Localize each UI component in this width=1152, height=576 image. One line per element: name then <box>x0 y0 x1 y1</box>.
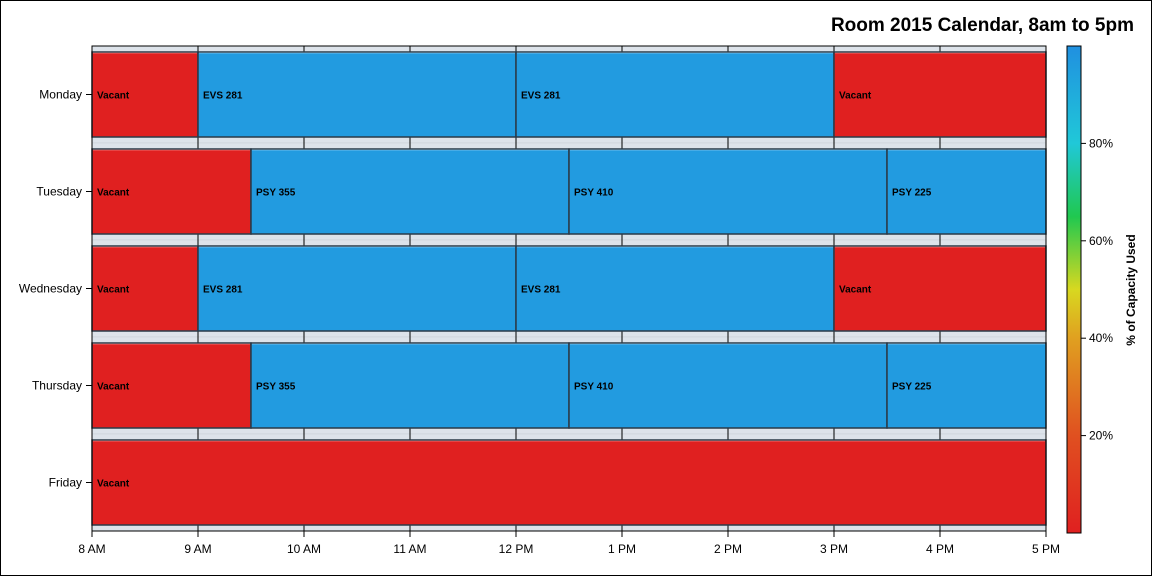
segment-vacant: Vacant <box>91 342 252 429</box>
x-tick-label: 2 PM <box>714 542 742 556</box>
segment-label: PSY 410 <box>574 382 614 393</box>
segment-label: EVS 281 <box>203 285 243 296</box>
segment-label: Vacant <box>97 285 130 296</box>
segment-label: PSY 355 <box>256 382 296 393</box>
segment-bar <box>250 342 570 429</box>
segment-vacant: Vacant <box>91 148 252 235</box>
y-tick-label: Thursday <box>32 379 82 393</box>
segment-evs-281: EVS 281 <box>515 245 835 332</box>
x-tick-label: 12 PM <box>499 542 534 556</box>
segment-bar <box>833 51 1047 138</box>
segment-bar <box>568 342 888 429</box>
y-tick-label: Wednesday <box>19 282 82 296</box>
segment-vacant: Vacant <box>91 245 199 332</box>
colorbar-gradient <box>1066 45 1082 534</box>
x-tick-label: 8 AM <box>78 542 105 556</box>
segment-bar <box>91 51 199 138</box>
segment-label: EVS 281 <box>521 91 561 102</box>
segment-evs-281: EVS 281 <box>197 51 517 138</box>
segment-bar <box>568 148 888 235</box>
segment-bar <box>91 148 252 235</box>
segment-label: EVS 281 <box>521 285 561 296</box>
segment-psy-410: PSY 410 <box>568 342 888 429</box>
colorbar-tick-label: 80% <box>1089 136 1113 150</box>
chart-title: Room 2015 Calendar, 8am to 5pm <box>830 15 1134 36</box>
y-tick-label: Monday <box>39 88 82 102</box>
segment-bar <box>197 245 517 332</box>
segment-vacant: Vacant <box>833 51 1047 138</box>
colorbar-title: % of Capacity Used <box>1124 234 1138 345</box>
segment-bar <box>250 148 570 235</box>
y-tick-label: Tuesday <box>36 185 82 199</box>
segment-psy-410: PSY 410 <box>568 148 888 235</box>
segment-bar <box>886 342 1047 429</box>
segment-bar <box>197 51 517 138</box>
x-tick-label: 1 PM <box>608 542 636 556</box>
segment-label: EVS 281 <box>203 91 243 102</box>
segment-label: PSY 410 <box>574 188 614 199</box>
segment-psy-355: PSY 355 <box>250 148 570 235</box>
segment-evs-281: EVS 281 <box>197 245 517 332</box>
colorbar-tick-label: 20% <box>1089 429 1113 443</box>
segment-psy-355: PSY 355 <box>250 342 570 429</box>
segment-label: Vacant <box>839 285 872 296</box>
segment-bar <box>515 245 835 332</box>
y-tick-label: Friday <box>49 476 82 490</box>
x-tick-label: 3 PM <box>820 542 848 556</box>
segment-label: Vacant <box>839 91 872 102</box>
segment-psy-225: PSY 225 <box>886 148 1047 235</box>
segment-bar <box>91 342 252 429</box>
segment-evs-281: EVS 281 <box>515 51 835 138</box>
x-tick-label: 10 AM <box>287 542 321 556</box>
segment-label: PSY 355 <box>256 188 296 199</box>
segment-vacant: Vacant <box>91 439 1047 526</box>
segment-bar <box>886 148 1047 235</box>
x-tick-label: 11 AM <box>393 542 426 556</box>
segment-bar <box>833 245 1047 332</box>
colorbar-tick-label: 60% <box>1089 234 1113 248</box>
segment-bar <box>515 51 835 138</box>
colorbar-tick-label: 40% <box>1089 331 1113 345</box>
segment-label: Vacant <box>97 382 130 393</box>
segment-label: Vacant <box>97 188 130 199</box>
segment-bar <box>91 439 1047 526</box>
segment-vacant: Vacant <box>91 51 199 138</box>
segment-psy-225: PSY 225 <box>886 342 1047 429</box>
segment-label: PSY 225 <box>892 382 932 393</box>
segment-label: PSY 225 <box>892 188 932 199</box>
segment-vacant: Vacant <box>833 245 1047 332</box>
segment-label: Vacant <box>97 91 130 102</box>
x-tick-label: 4 PM <box>926 542 954 556</box>
x-tick-label: 9 AM <box>184 542 211 556</box>
segment-label: Vacant <box>97 479 130 490</box>
x-tick-label: 5 PM <box>1032 542 1060 556</box>
